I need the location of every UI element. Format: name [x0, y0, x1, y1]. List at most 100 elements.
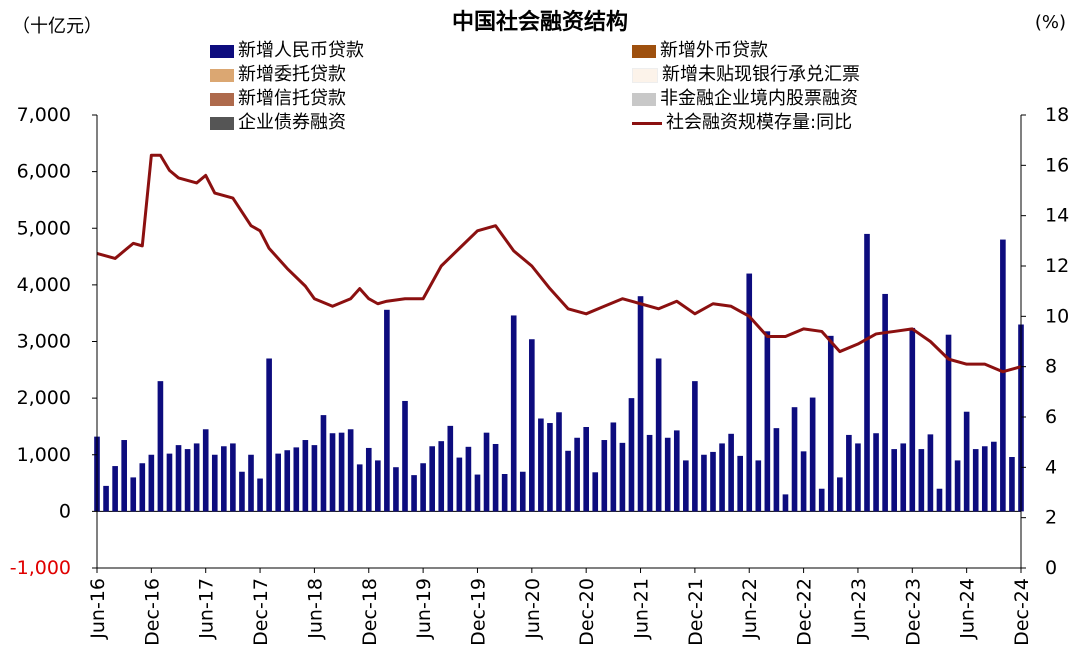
- bar-segment-0: [900, 443, 907, 512]
- bar-segment-0: [755, 460, 762, 512]
- legend-swatch: [210, 44, 234, 58]
- bar-segment-0: [864, 233, 870, 512]
- bar-segment-0: [972, 449, 979, 512]
- bar-segment-0: [175, 445, 182, 512]
- bar-segment-0: [846, 434, 852, 512]
- yoy-line: [96, 153, 1022, 374]
- legend-label: 新增外币贷款: [660, 40, 768, 61]
- bar-segment-0: [918, 449, 925, 512]
- left-tick-label: 0: [59, 500, 71, 522]
- right-tick-label: 4: [1045, 456, 1057, 478]
- x-tick-labels: Jun-16 Dec-16 Jun-17 Dec-17 Jun-18 Dec-18 Jun-…: [87, 568, 1033, 646]
- bar-segment-0: [492, 443, 499, 512]
- bar-segment-0: [411, 475, 417, 512]
- x-tick-label: Jun-21: [631, 578, 653, 640]
- bar-segment-0: [619, 442, 626, 512]
- bar-segment-0: [764, 331, 771, 512]
- bar-segment-0: [827, 335, 834, 512]
- legend-item-fx-loans: 新增外币贷款: [632, 40, 768, 62]
- bar-segment-0: [103, 485, 109, 512]
- x-tick-label: Dec-18: [359, 578, 381, 646]
- bar-segment-0: [963, 411, 970, 512]
- bar-segment-0: [710, 451, 716, 512]
- bar-segment-0: [809, 397, 816, 512]
- bar-segment-0: [737, 455, 743, 512]
- left-tick-label: 2,000: [17, 387, 71, 409]
- bar-segment-0: [991, 441, 997, 512]
- bar-segment-0: [393, 467, 399, 512]
- right-tick-label: 18: [1045, 104, 1069, 126]
- bar-segment-0: [510, 315, 517, 512]
- x-tick-label: Dec-21: [685, 578, 707, 646]
- bar-segment-0: [248, 454, 254, 512]
- bar-segment-0: [157, 381, 164, 512]
- bar-segment-0: [356, 464, 363, 512]
- x-tick-label: Dec-16: [141, 578, 163, 646]
- right-tick-label: 14: [1045, 205, 1069, 227]
- legend-label: 新增委托贷款: [238, 64, 346, 85]
- bar-segment-0: [202, 429, 209, 512]
- bar-segment-0: [909, 327, 916, 512]
- bar-segment-0: [583, 427, 589, 512]
- bar-segment-0: [1009, 457, 1015, 512]
- right-tick-label: 0: [1045, 557, 1057, 579]
- x-tick-label: Jun-24: [957, 578, 979, 640]
- x-tick-label: Jun-17: [196, 578, 218, 640]
- bar-segment-0: [329, 433, 336, 512]
- x-tick-label: Jun-18: [304, 578, 326, 640]
- x-tick-label: Dec-22: [794, 578, 816, 646]
- chart-title: 中国社会融资结构: [451, 10, 628, 35]
- bar-segment-0: [954, 460, 961, 512]
- bar-segment-0: [384, 309, 390, 512]
- bar-segment-0: [438, 441, 445, 512]
- bar-series: [94, 233, 1024, 512]
- bar-segment-0: [837, 477, 843, 512]
- bar-segment-0: [574, 437, 580, 512]
- left-tick-label: -1,000: [10, 557, 71, 579]
- right-tick-label: 6: [1045, 406, 1057, 428]
- bar-segment-0: [782, 494, 789, 512]
- right-axis-unit: (%): [1034, 12, 1066, 33]
- bar-segment-0: [701, 454, 707, 512]
- bar-segment-0: [556, 412, 562, 512]
- legend-item-corporate-bonds: 企业债券融资: [210, 112, 346, 134]
- bar-segment-0: [519, 471, 526, 512]
- bar-segment-0: [655, 358, 662, 512]
- legend-swatch: [210, 92, 234, 106]
- bar-segment-0: [891, 449, 897, 512]
- right-tick-label: 12: [1045, 255, 1069, 277]
- left-tick-label: 6,000: [17, 161, 71, 183]
- legend-label: 新增未贴现银行承兑汇票: [662, 64, 860, 85]
- bar-segment-0: [692, 381, 698, 512]
- bar-segment-0: [211, 454, 218, 512]
- bar-segment-0: [284, 450, 291, 512]
- legend-swatch: [210, 68, 234, 82]
- left-y-tick-labels: -1,000 0 1,000 2,000 3,000 4,000 5,000 6,000 7,0…: [10, 104, 97, 579]
- bar-segment-0: [637, 296, 644, 512]
- bar-segment-0: [302, 440, 309, 512]
- bar-segment-0: [148, 454, 155, 512]
- bar-segment-0: [447, 425, 454, 512]
- bar-segment-0: [592, 472, 599, 512]
- bar-segment-0: [529, 339, 535, 512]
- bar-segment-0: [130, 477, 137, 512]
- bar-segment-0: [456, 457, 463, 512]
- x-tick-label: Dec-20: [576, 578, 598, 646]
- bar-segment-0: [664, 437, 671, 512]
- left-tick-label: 3,000: [17, 331, 71, 353]
- left-tick-label: 4,000: [17, 274, 71, 296]
- legend-item-rmb-loans: 新增人民币贷款: [210, 40, 364, 62]
- legend-line-swatch: [632, 121, 662, 125]
- right-y-tick-labels: 0 2 4 6 8 10 12 14 16 18: [1021, 104, 1069, 579]
- bar-segment-0: [221, 446, 227, 512]
- bar-segment-0: [673, 430, 680, 512]
- bar-segment-0: [139, 463, 146, 512]
- left-tick-label: 5,000: [17, 217, 71, 239]
- bar-segment-0: [791, 407, 798, 512]
- legend-label: 社会融资规模存量:同比: [666, 112, 853, 133]
- legend-label: 新增人民币贷款: [238, 40, 364, 61]
- bar-segment-0: [311, 445, 318, 512]
- bar-segment-0: [882, 293, 888, 512]
- legend-swatch: [210, 116, 234, 130]
